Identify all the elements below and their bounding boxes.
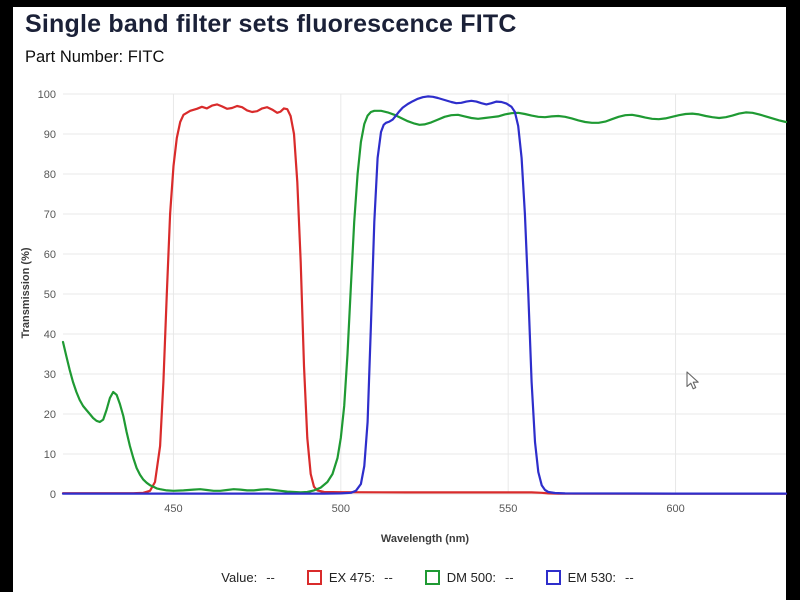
legend-value: -- bbox=[266, 570, 275, 585]
y-tick-label: 20 bbox=[44, 409, 56, 421]
legend-item-label: EM 530: bbox=[567, 570, 617, 585]
series-line-ex-475 bbox=[61, 103, 788, 495]
legend-item-dm-500[interactable]: DM 500: -- bbox=[424, 570, 514, 585]
y-tick-label: 60 bbox=[44, 249, 56, 261]
y-tick-label: 40 bbox=[44, 329, 56, 341]
legend-swatch-icon bbox=[306, 570, 322, 585]
y-axis-title: Transmission (%) bbox=[20, 247, 32, 339]
legend-item-label: EX 475: bbox=[328, 570, 376, 585]
y-tick-label: 90 bbox=[44, 129, 56, 141]
y-tick-label: 50 bbox=[44, 289, 56, 301]
series-line-dm-500 bbox=[61, 109, 788, 494]
window-bottom-strip bbox=[0, 592, 786, 600]
legend-item-label: DM 500: bbox=[446, 570, 496, 585]
x-tick-label: 500 bbox=[332, 503, 350, 515]
y-tick-label: 100 bbox=[38, 89, 56, 101]
legend-item-ex-475[interactable]: EX 475: -- bbox=[306, 570, 393, 585]
legend-item-em-530[interactable]: EM 530: -- bbox=[545, 570, 634, 585]
y-tick-label: 0 bbox=[50, 489, 56, 501]
x-tick-label: 550 bbox=[499, 503, 517, 515]
legend-item-value: -- bbox=[625, 570, 634, 585]
y-tick-label: 70 bbox=[44, 209, 56, 221]
x-tick-label: 450 bbox=[164, 503, 182, 515]
legend-item-value: -- bbox=[504, 570, 514, 585]
legend-item-value: -- bbox=[384, 570, 393, 585]
legend-value-readout: Value: -- bbox=[221, 570, 275, 585]
y-tick-label: 10 bbox=[44, 449, 56, 461]
legend-swatch-icon bbox=[424, 570, 440, 585]
page-title: Single band filter sets fluorescence FIT… bbox=[25, 10, 517, 38]
x-axis-title: Wavelength (nm) bbox=[380, 533, 470, 545]
legend-swatch-icon bbox=[545, 570, 561, 585]
mouse-cursor-icon bbox=[686, 371, 699, 390]
y-tick-label: 30 bbox=[44, 369, 56, 381]
legend-value-label: Value: bbox=[221, 570, 258, 585]
chart-legend: Value: -- EX 475: -- DM 500: -- EM 530: … bbox=[41, 570, 800, 585]
part-number-subtitle: Part Number: FITC bbox=[25, 48, 165, 66]
x-tick-label: 600 bbox=[666, 503, 684, 515]
series-line-em-530 bbox=[61, 95, 788, 495]
y-tick-label: 80 bbox=[44, 169, 56, 181]
